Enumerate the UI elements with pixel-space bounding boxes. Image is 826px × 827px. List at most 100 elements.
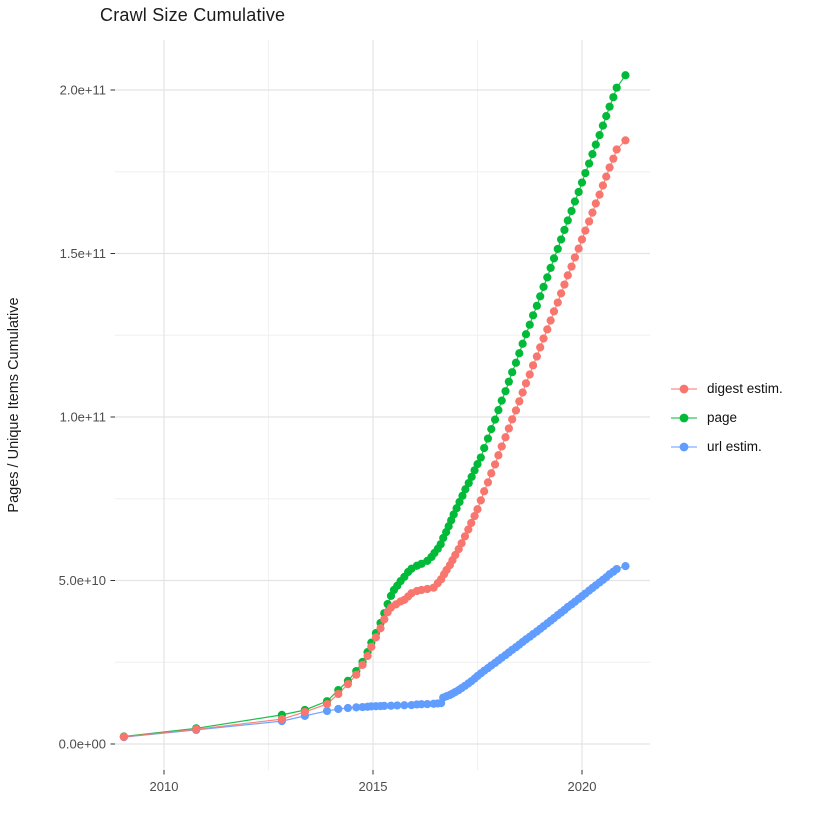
data-point-digest-estim	[560, 280, 569, 289]
data-point-digest-estim	[494, 451, 503, 460]
data-point-url-estim	[334, 704, 343, 714]
data-point-page	[577, 178, 587, 187]
data-point-page	[570, 197, 579, 206]
data-point-page	[591, 140, 600, 149]
data-point-page	[490, 415, 500, 424]
data-point-digest-estim	[585, 217, 594, 226]
data-point-digest-estim	[467, 518, 476, 528]
data-point-digest-estim	[605, 163, 614, 172]
data-point-page	[612, 83, 621, 92]
data-point-digest-estim	[457, 539, 466, 548]
data-point-page	[557, 235, 566, 244]
data-point-page	[525, 320, 534, 329]
data-point-page	[539, 282, 548, 291]
data-point-page	[521, 330, 531, 339]
data-point-digest-estim	[539, 334, 548, 343]
data-point-digest-estim	[543, 325, 552, 334]
data-point-digest-estim	[546, 316, 555, 325]
legend-label: url estim.	[707, 439, 762, 454]
data-point-digest-estim	[371, 633, 381, 642]
data-point-page	[567, 206, 576, 216]
data-point-digest-estim	[470, 511, 479, 521]
data-point-url-estim	[423, 700, 432, 709]
data-point-page	[455, 497, 464, 507]
data-point-digest-estim	[521, 379, 531, 388]
data-point-digest-estim	[518, 388, 527, 397]
data-point-page	[549, 254, 559, 263]
data-point-page	[476, 453, 485, 462]
legend-key-page	[671, 413, 697, 422]
data-point-page	[543, 273, 552, 282]
data-point-url-estim	[612, 564, 621, 574]
x-tick-label: 2010	[150, 779, 179, 794]
data-point-page	[473, 459, 482, 469]
data-point-page	[595, 131, 604, 140]
data-point-page	[464, 478, 473, 488]
data-point-digest-estim	[570, 253, 579, 262]
data-point-digest-estim	[553, 298, 562, 307]
data-point-digest-estim	[460, 532, 470, 541]
data-point-digest-estim	[609, 154, 618, 163]
x-tick-label: 2020	[568, 779, 597, 794]
legend-key-url-estim	[671, 442, 697, 451]
data-point-digest-estim	[473, 505, 482, 514]
data-point-digest-estim	[532, 352, 541, 361]
data-point-page	[452, 504, 461, 513]
data-point-digest-estim	[511, 406, 521, 415]
data-point-digest-estim	[591, 199, 600, 208]
data-point-page	[487, 424, 496, 434]
data-point-page	[536, 292, 545, 301]
data-point-page	[588, 149, 597, 159]
data-point-url-estim	[621, 562, 630, 571]
legend-item-page: page	[670, 405, 783, 430]
data-point-page	[461, 485, 470, 494]
data-point-url-estim	[417, 700, 426, 709]
data-point-digest-estim	[363, 651, 372, 661]
data-point-url-estim	[400, 701, 409, 710]
data-point-digest-estim	[588, 208, 597, 217]
data-point-url-estim	[380, 701, 389, 711]
data-point-page	[532, 301, 541, 310]
data-point-digest-estim	[528, 361, 538, 370]
series-digest-estim	[119, 136, 630, 741]
chart-title: Crawl Size Cumulative	[100, 5, 286, 25]
axes: 2010 2015 2020 0.0e+00 5.0e+10 1.0e+11 1.5e+11…	[59, 83, 597, 795]
data-point-page	[621, 71, 630, 80]
data-point-digest-estim	[464, 525, 473, 534]
data-point-page	[515, 349, 524, 358]
legend-key-digest-estim	[671, 384, 697, 393]
data-point-digest-estim	[358, 660, 367, 669]
data-point-page	[581, 168, 590, 178]
data-point-page	[449, 510, 458, 519]
data-point-digest-estim	[119, 732, 128, 741]
data-point-page	[605, 102, 614, 111]
y-tick-label: 0.0e+00	[59, 737, 106, 752]
data-point-digest-estim	[563, 271, 572, 280]
data-point-digest-estim	[487, 469, 496, 478]
data-point-page	[511, 358, 521, 367]
legend-item-url-estim: url estim.	[670, 434, 783, 459]
data-point-digest-estim	[192, 725, 201, 734]
major-gridlines	[115, 40, 650, 770]
data-point-digest-estim	[557, 289, 566, 298]
data-point-page	[504, 377, 513, 386]
data-point-page	[480, 443, 489, 453]
y-tick-label: 1.0e+11	[60, 410, 106, 425]
data-point-url-estim	[386, 701, 396, 710]
data-point-page	[436, 540, 445, 549]
data-point-page	[501, 387, 510, 396]
data-point-digest-estim	[380, 615, 389, 624]
data-point-digest-estim	[352, 670, 361, 679]
data-point-page	[494, 406, 503, 415]
data-point-page	[598, 121, 608, 130]
data-point-digest-estim	[277, 715, 286, 724]
minor-gridlines	[115, 40, 650, 770]
data-point-digest-estim	[549, 307, 559, 316]
data-point-digest-estim	[536, 343, 545, 352]
data-point-url-estim	[343, 703, 353, 713]
data-point-page	[518, 339, 527, 348]
data-point-digest-estim	[490, 460, 500, 469]
data-point-digest-estim	[508, 415, 517, 424]
series-url-estim	[119, 562, 630, 742]
